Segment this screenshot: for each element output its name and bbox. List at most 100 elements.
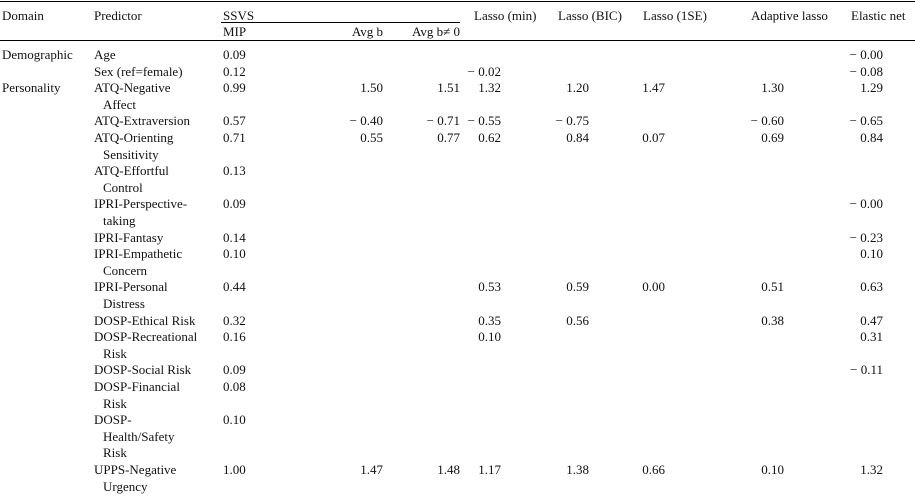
value-lasso-bic: − 0.75 [555,113,589,129]
value-mip: 0.13 [223,163,246,179]
value-avg-b: 0.55 [360,130,383,145]
value-elastic: − 0.11 [850,362,883,378]
value-mip: 0.09 [223,196,246,212]
value-mip: 1.00 [223,462,246,477]
value-mip: 0.09 [223,362,246,378]
predictor-cell: Risk [103,345,127,361]
value-lasso-min: 0.62 [478,130,501,145]
header-predictor: Predictor [94,8,142,23]
predictor-cell: DOSP-Ethical Risk [94,312,196,328]
value-lasso-min: − 0.55 [467,113,501,129]
value-adaptive: 0.10 [761,462,784,477]
predictor-cell: Affect [103,96,136,112]
value-lasso-min: 0.10 [478,329,501,345]
value-avg-b-nz: 0.77 [437,130,460,145]
value-avg-b-nz: 1.48 [437,462,460,477]
predictor-cell: Sensitivity [103,146,159,162]
value-lasso-bic: 0.59 [566,279,589,295]
value-mip: 0.71 [223,130,246,145]
value-lasso-1se: 0.07 [642,130,665,145]
value-elastic: 0.84 [860,130,883,145]
value-mip: 0.10 [223,246,246,262]
header-mip: MIP [223,24,247,39]
value-elastic: − 0.65 [849,113,883,129]
predictor-cell: ATQ-Negative [94,80,171,96]
domain-cell: Personality [2,80,61,96]
value-mip: 0.08 [223,379,246,394]
value-lasso-1se: 1.47 [642,80,665,96]
value-mip: 0.99 [223,80,246,96]
header-adaptive-lasso: Adaptive lasso [751,8,828,23]
header-bottom-rule [0,40,915,41]
value-elastic: − 0.23 [849,229,883,245]
value-lasso-min: 0.53 [478,279,501,295]
value-adaptive: 0.51 [761,279,784,295]
value-mip: 0.32 [223,312,246,328]
value-elastic: 0.31 [860,329,883,345]
predictor-cell: DOSP-Social Risk [94,362,192,378]
value-lasso-min: 1.17 [478,462,501,477]
value-avg-b-nz: − 0.71 [426,113,460,129]
predictor-cell: ATQ-Effortful [94,163,169,179]
predictor-cell: Urgency [103,478,148,494]
domain-cell: Demographic [2,47,73,62]
value-lasso-1se: 0.66 [642,462,665,477]
value-mip: 0.57 [223,113,246,129]
predictor-cell: Distress [103,296,145,311]
header-ssvs: SSVS [223,8,255,23]
predictor-cell: Sex (ref=female) [94,63,183,79]
value-adaptive: 0.38 [761,312,784,328]
value-avg-b-nz: 1.51 [437,80,460,96]
header-lasso-bic: Lasso (BIC) [558,8,622,23]
value-elastic: 1.32 [860,462,883,477]
value-lasso-bic: 0.56 [566,312,589,328]
value-mip: 0.14 [223,229,246,245]
predictor-cell: IPRI-Personal [94,279,168,295]
value-lasso-min: − 0.02 [467,63,501,79]
value-mip: 0.44 [223,279,246,295]
value-mip: 0.09 [223,47,246,62]
value-lasso-bic: 0.84 [566,130,589,145]
value-adaptive: − 0.60 [750,113,784,129]
predictor-cell: Risk [103,445,127,461]
header-domain: Domain [2,8,44,23]
header-elastic-net: Elastic net [851,8,906,23]
value-lasso-min: 1.32 [478,80,501,96]
value-elastic: 1.29 [860,80,883,96]
predictor-cell: Health/Safety [103,428,175,444]
predictor-cell: DOSP-Financial [94,379,180,394]
value-mip: 0.12 [223,63,246,79]
value-avg-b: − 0.40 [349,113,383,129]
predictor-cell: ATQ-Orienting [94,130,174,145]
predictor-cell: DOSP- [94,412,132,428]
predictor-cell: ATQ-Extraversion [94,113,191,129]
value-adaptive: 1.30 [761,80,784,96]
value-lasso-1se: 0.00 [642,279,665,295]
value-elastic: 0.63 [860,279,883,295]
predictor-cell: IPRI-Fantasy [94,229,164,245]
predictor-cell: Risk [103,395,127,411]
value-elastic: − 0.00 [849,47,883,62]
predictor-cell: Age [94,47,116,62]
predictor-cell: taking [103,213,136,228]
value-elastic: − 0.08 [849,63,883,79]
predictor-cell: DOSP-Recreational [94,329,198,345]
value-elastic: 0.10 [860,246,883,262]
value-lasso-bic: 1.20 [566,80,589,96]
value-avg-b: 1.47 [360,462,383,477]
predictor-cell: IPRI-Empathetic [94,246,183,262]
predictor-cell: UPPS-Negative [94,462,177,477]
header-lasso-1se: Lasso (1SE) [643,8,707,23]
predictor-cell: Control [103,179,143,195]
header-lasso-min: Lasso (min) [474,8,537,23]
header-avg-b-nonzero: Avg b≠ 0 [411,24,460,39]
value-lasso-bic: 1.38 [566,462,589,477]
value-elastic: 0.47 [860,312,883,328]
header-avg-b: Avg b [351,24,383,39]
predictor-cell: Concern [103,262,148,278]
value-adaptive: 0.69 [761,130,784,145]
predictor-cell: IPRI-Perspective- [94,196,188,212]
value-mip: 0.16 [223,329,246,345]
value-avg-b: 1.50 [360,80,383,96]
